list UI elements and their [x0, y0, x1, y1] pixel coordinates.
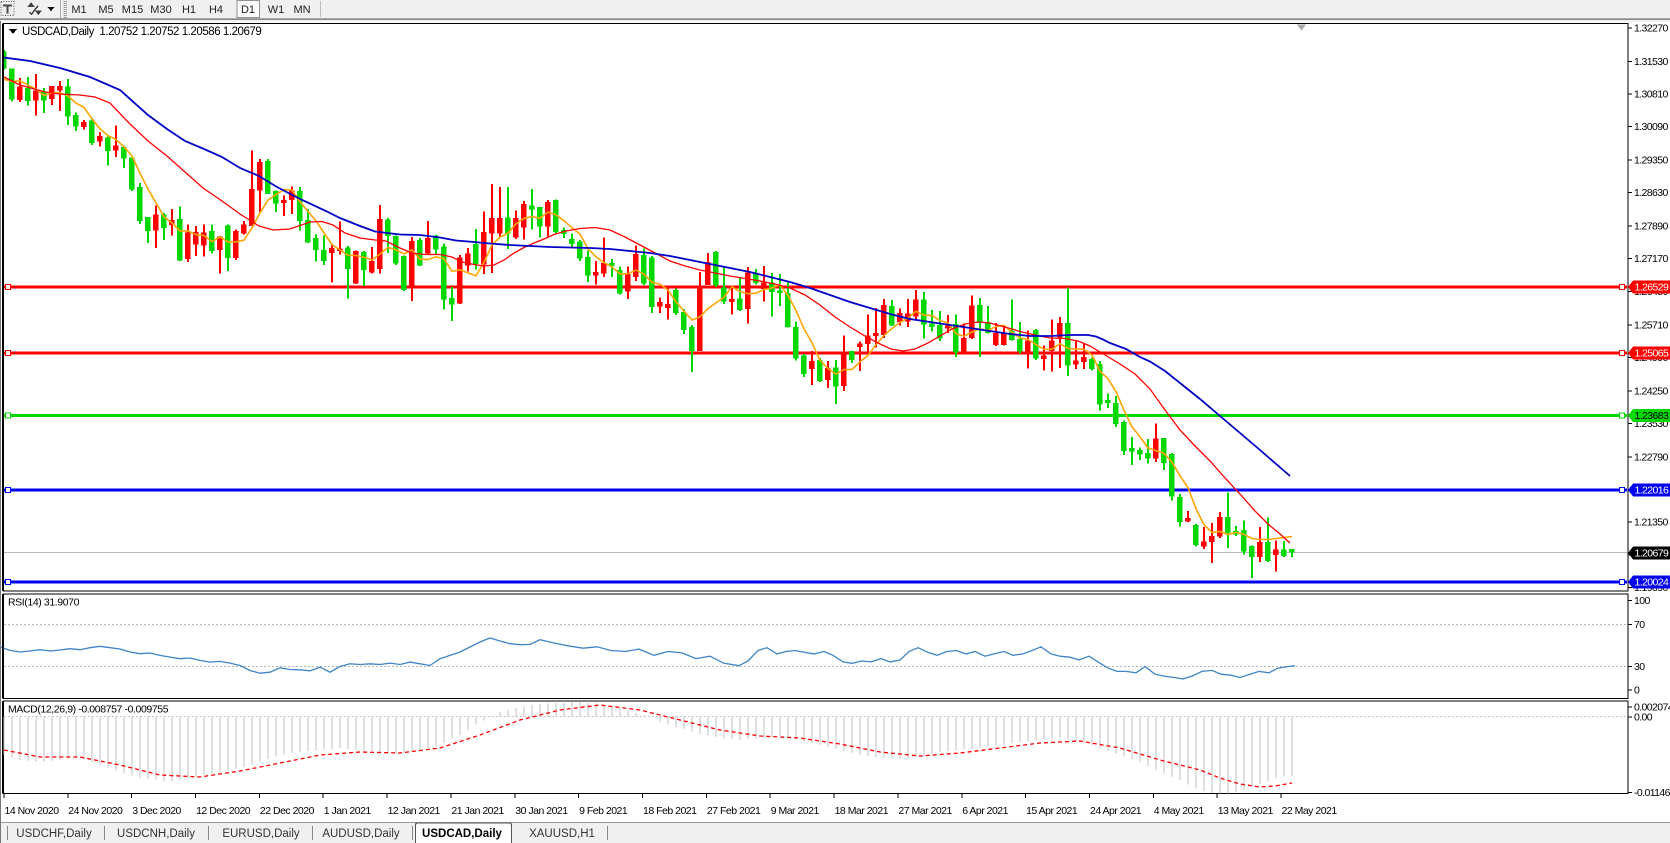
svg-text:1 Jan 2021: 1 Jan 2021	[324, 805, 372, 817]
svg-text:22 Dec 2020: 22 Dec 2020	[260, 805, 315, 817]
svg-text:USDCAD,Daily 1.20752 1.20752: USDCAD,Daily 1.20752 1.20752 1.20586 1.2…	[22, 26, 261, 38]
svg-text:EURUSD,Daily: EURUSD,Daily	[222, 828, 300, 840]
svg-text:1.30810: 1.30810	[1634, 88, 1669, 100]
svg-text:1.20024: 1.20024	[1635, 577, 1670, 589]
svg-text:14 Nov 2020: 14 Nov 2020	[5, 805, 60, 817]
svg-text:H4: H4	[209, 4, 223, 16]
svg-text:13 May 2021: 13 May 2021	[1218, 805, 1274, 817]
svg-text:1.22016: 1.22016	[1635, 485, 1670, 497]
svg-text:USDCAD,Daily: USDCAD,Daily	[422, 828, 502, 840]
svg-text:30 Jan 2021: 30 Jan 2021	[515, 805, 568, 817]
svg-text:1.25065: 1.25065	[1635, 348, 1670, 360]
svg-text:0.00: 0.00	[1634, 711, 1653, 723]
svg-text:1.27170: 1.27170	[1634, 253, 1669, 265]
svg-text:1.26529: 1.26529	[1635, 282, 1670, 294]
svg-text:M1: M1	[71, 4, 86, 16]
svg-text:-0.011462: -0.011462	[1634, 787, 1670, 799]
svg-text:22 May 2021: 22 May 2021	[1282, 805, 1338, 817]
svg-text:9 Mar 2021: 9 Mar 2021	[771, 805, 820, 817]
svg-text:M15: M15	[122, 4, 143, 16]
svg-text:MN: MN	[293, 4, 310, 16]
svg-text:1.24250: 1.24250	[1634, 385, 1669, 397]
svg-text:21 Jan 2021: 21 Jan 2021	[451, 805, 504, 817]
svg-text:1.20679: 1.20679	[1635, 548, 1670, 560]
svg-text:100: 100	[1634, 595, 1650, 607]
svg-text:9 Feb 2021: 9 Feb 2021	[579, 805, 628, 817]
svg-text:24 Apr 2021: 24 Apr 2021	[1090, 805, 1142, 817]
svg-text:M30: M30	[150, 4, 171, 16]
svg-text:XAUUSD,H1: XAUUSD,H1	[529, 828, 595, 840]
svg-text:6 Apr 2021: 6 Apr 2021	[962, 805, 1008, 817]
svg-text:1.28630: 1.28630	[1634, 187, 1669, 199]
svg-text:RSI(14) 31.9070: RSI(14) 31.9070	[8, 597, 80, 609]
svg-text:1.27890: 1.27890	[1634, 221, 1669, 233]
svg-text:30: 30	[1634, 661, 1645, 673]
svg-text:H1: H1	[182, 4, 196, 16]
svg-text:USDCHF,Daily: USDCHF,Daily	[16, 828, 92, 840]
svg-text:27 Mar 2021: 27 Mar 2021	[898, 805, 952, 817]
svg-text:1.22790: 1.22790	[1634, 452, 1669, 464]
svg-text:1.23683: 1.23683	[1635, 410, 1670, 422]
svg-text:18 Mar 2021: 18 Mar 2021	[835, 805, 889, 817]
svg-text:0: 0	[1634, 685, 1640, 697]
svg-text:24 Nov 2020: 24 Nov 2020	[68, 805, 123, 817]
svg-text:AUDUSD,Daily: AUDUSD,Daily	[322, 828, 400, 840]
svg-text:4 May 2021: 4 May 2021	[1154, 805, 1205, 817]
svg-text:1.30090: 1.30090	[1634, 121, 1669, 133]
svg-text:3 Dec 2020: 3 Dec 2020	[132, 805, 181, 817]
svg-text:18 Feb 2021: 18 Feb 2021	[643, 805, 697, 817]
svg-text:1.21350: 1.21350	[1634, 517, 1669, 529]
svg-text:12 Jan 2021: 12 Jan 2021	[388, 805, 441, 817]
svg-text:M5: M5	[98, 4, 113, 16]
svg-text:1.29350: 1.29350	[1634, 155, 1669, 167]
svg-text:12 Dec 2020: 12 Dec 2020	[196, 805, 251, 817]
svg-text:1.31530: 1.31530	[1634, 56, 1669, 68]
svg-text:0.002074: 0.002074	[1634, 701, 1670, 713]
svg-text:15 Apr 2021: 15 Apr 2021	[1026, 805, 1078, 817]
svg-text:D1: D1	[241, 4, 255, 16]
svg-text:1.25710: 1.25710	[1634, 319, 1669, 331]
svg-text:MACD(12,26,9) -0.008757 -0.009: MACD(12,26,9) -0.008757 -0.009755	[8, 704, 169, 716]
svg-text:USDCNH,Daily: USDCNH,Daily	[117, 828, 195, 840]
svg-text:W1: W1	[268, 4, 285, 16]
svg-text:1.32270: 1.32270	[1634, 22, 1669, 34]
svg-text:27 Feb 2021: 27 Feb 2021	[707, 805, 761, 817]
svg-text:70: 70	[1634, 619, 1645, 631]
